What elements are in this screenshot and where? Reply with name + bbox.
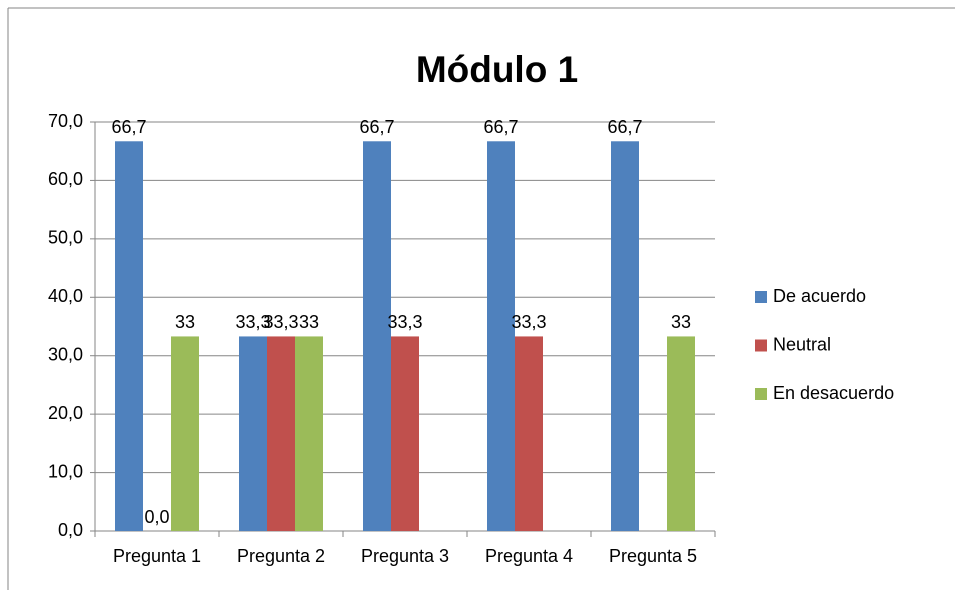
y-tick-label: 0,0 bbox=[58, 520, 83, 540]
data-label: 33 bbox=[671, 312, 691, 332]
bar bbox=[295, 336, 323, 531]
legend-swatch bbox=[755, 388, 767, 400]
legend-swatch bbox=[755, 339, 767, 352]
data-label: 33,3 bbox=[511, 312, 546, 332]
bar bbox=[391, 336, 419, 531]
y-tick-label: 30,0 bbox=[48, 344, 83, 364]
x-tick-label: Pregunta 5 bbox=[609, 546, 697, 566]
bar bbox=[239, 336, 267, 531]
data-label: 33,3 bbox=[263, 312, 298, 332]
data-label: 66,7 bbox=[111, 117, 146, 137]
data-label: 0,0 bbox=[144, 507, 169, 527]
bar bbox=[363, 141, 391, 531]
data-label: 33,3 bbox=[387, 312, 422, 332]
y-tick-label: 20,0 bbox=[48, 403, 83, 423]
bar bbox=[611, 141, 639, 531]
y-tick-label: 60,0 bbox=[48, 169, 83, 189]
x-tick-label: Pregunta 3 bbox=[361, 546, 449, 566]
data-label: 33 bbox=[175, 312, 195, 332]
x-tick-label: Pregunta 2 bbox=[237, 546, 325, 566]
legend-swatch bbox=[755, 291, 767, 303]
legend-label: Neutral bbox=[773, 334, 831, 354]
y-tick-label: 10,0 bbox=[48, 461, 83, 481]
y-tick-label: 50,0 bbox=[48, 228, 83, 248]
bar bbox=[115, 141, 143, 531]
data-label: 66,7 bbox=[359, 117, 394, 137]
bar bbox=[267, 336, 295, 531]
legend-label: De acuerdo bbox=[773, 286, 866, 306]
legend-label: En desacuerdo bbox=[773, 383, 894, 403]
data-label: 66,7 bbox=[483, 117, 518, 137]
x-tick-label: Pregunta 1 bbox=[113, 546, 201, 566]
bar bbox=[515, 336, 543, 531]
chart-title: Módulo 1 bbox=[416, 49, 578, 90]
bar bbox=[667, 336, 695, 531]
data-label: 33,3 bbox=[235, 312, 270, 332]
y-tick-label: 40,0 bbox=[48, 286, 83, 306]
bar bbox=[171, 336, 199, 531]
y-tick-label: 70,0 bbox=[48, 111, 83, 131]
data-label: 33 bbox=[299, 312, 319, 332]
data-label: 66,7 bbox=[607, 117, 642, 137]
bar bbox=[487, 141, 515, 531]
x-tick-label: Pregunta 4 bbox=[485, 546, 573, 566]
